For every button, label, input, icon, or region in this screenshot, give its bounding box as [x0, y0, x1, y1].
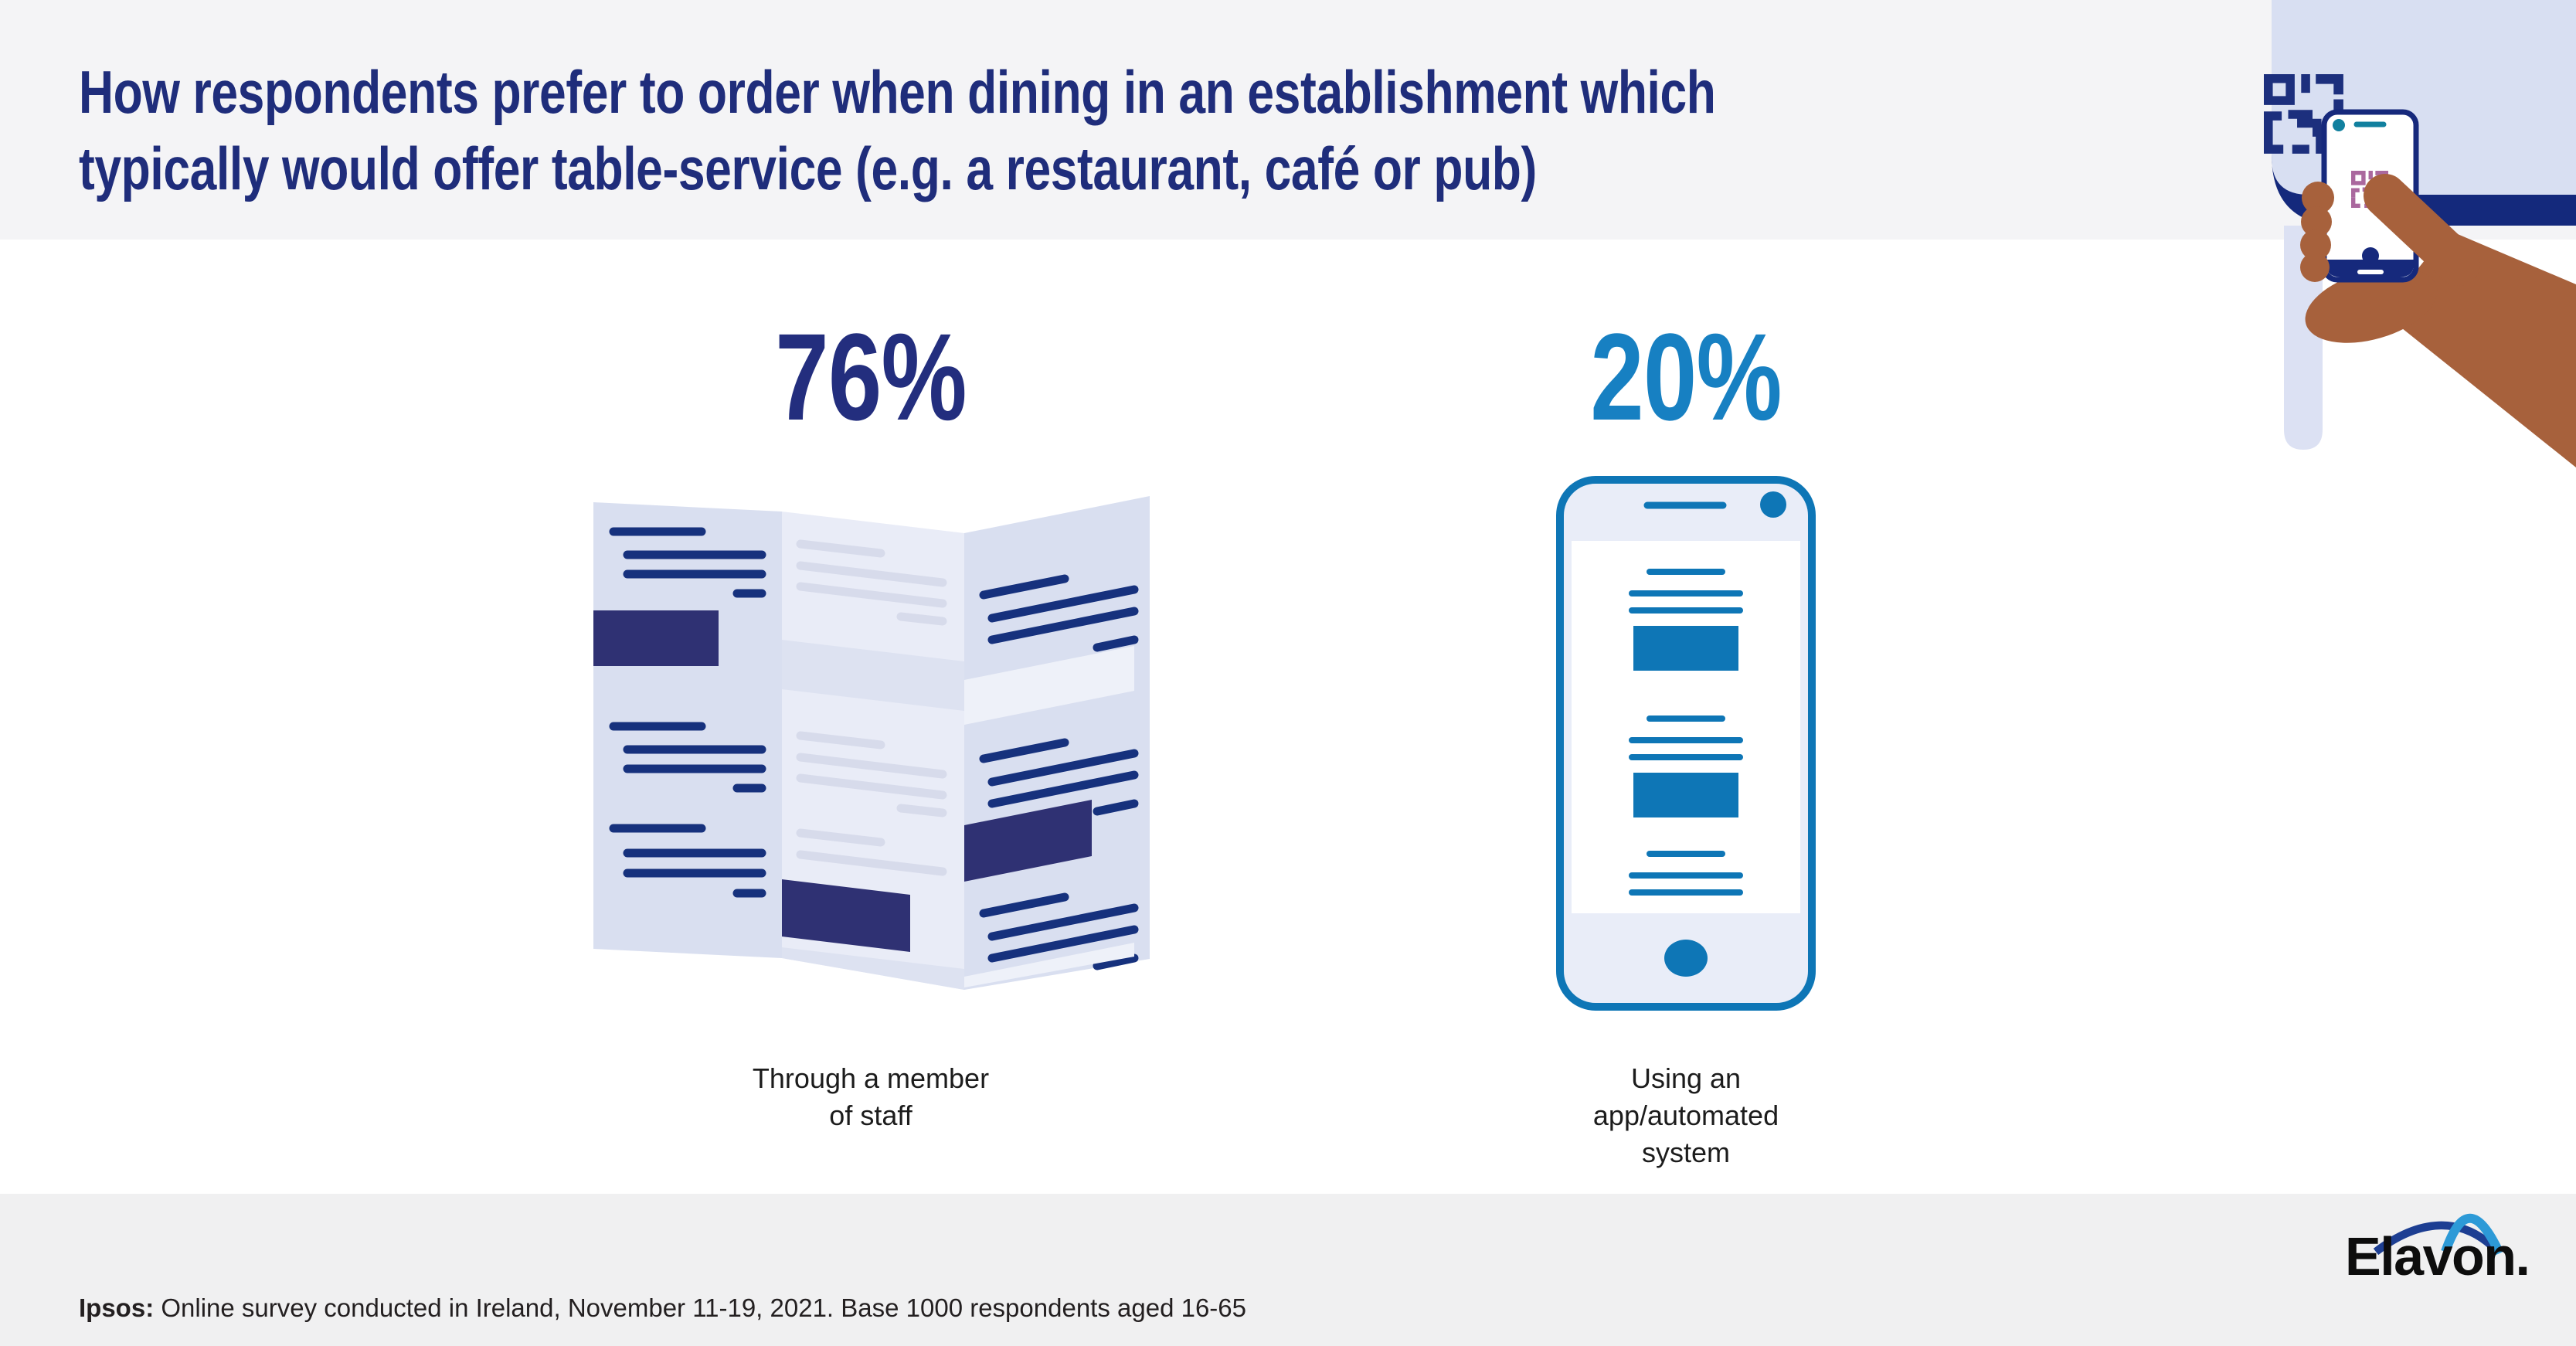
- qr-scan-illustration: [2264, 0, 2576, 467]
- source-note: Ipsos: Online survey conducted in Irelan…: [79, 1293, 1246, 1323]
- thumb: [2364, 174, 2480, 286]
- trifold-menu-illustration: [593, 496, 1150, 990]
- menu-middle-text-lines: [782, 539, 964, 990]
- phone-screen-content: [1629, 569, 1743, 896]
- logo-arch-blue: [2441, 1213, 2504, 1256]
- phone-screen: [1572, 541, 1800, 913]
- hand-phone-camera-icon: [2333, 119, 2345, 131]
- stat-label-staff: Through a member of staff: [752, 1062, 990, 1131]
- logo-arch-navy: [2373, 1221, 2500, 1256]
- smartphone-app-illustration: [1556, 476, 1816, 1011]
- stat-value-staff: 76%: [775, 308, 967, 446]
- header-band: [0, 0, 2576, 240]
- qr-sign-board: [2272, 0, 2576, 195]
- phone-camera-icon: [1760, 491, 1786, 518]
- hand-phone-home-button-icon: [2362, 247, 2379, 264]
- palm: [2305, 267, 2438, 343]
- menu-right-text-lines: [964, 574, 1139, 987]
- fingers: [2300, 182, 2334, 282]
- menu-left-text-lines: [593, 527, 766, 898]
- source-label: Ipsos:: [79, 1293, 155, 1322]
- stat-label-app: Using an app/automated system: [1592, 1062, 1779, 1168]
- hand-phone-speaker-slot: [2357, 270, 2384, 274]
- hand-phone-bottom-bezel: [2326, 260, 2414, 277]
- stat-value-app: 20%: [1590, 308, 1782, 446]
- source-text: Online survey conducted in Ireland, Nove…: [154, 1293, 1246, 1322]
- phone-home-button-icon: [1664, 940, 1708, 977]
- logo-text: Elavon.: [2345, 1226, 2529, 1287]
- footer-band: [0, 1194, 2576, 1346]
- page-title: How respondents prefer to order when din…: [79, 58, 1716, 203]
- elavon-logo: Elavon.: [2345, 1213, 2530, 1287]
